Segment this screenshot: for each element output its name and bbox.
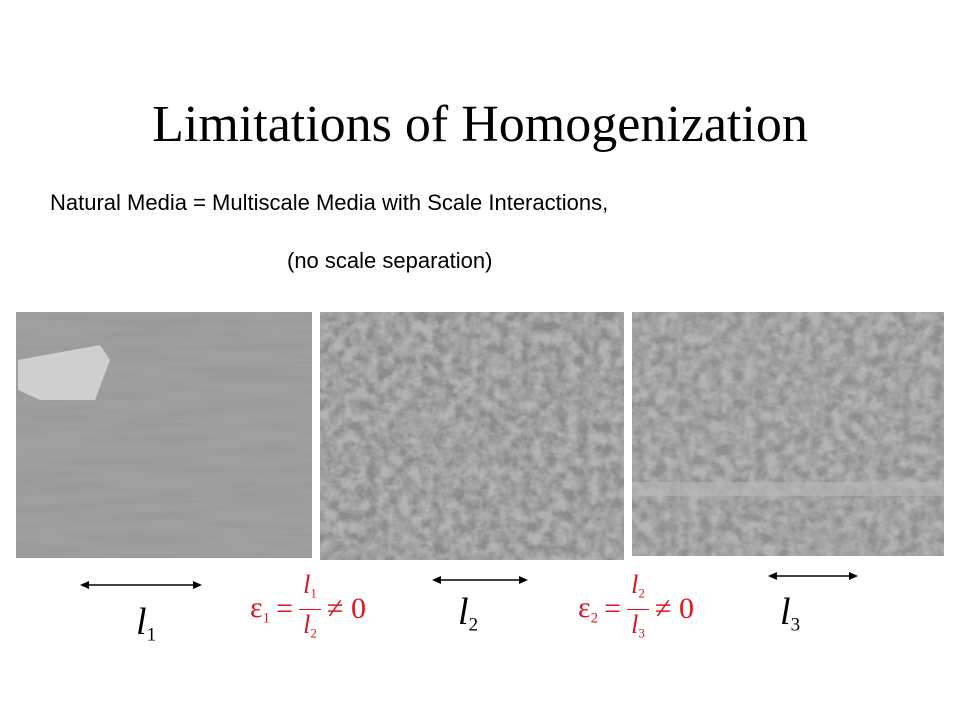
text: 1 xyxy=(310,585,317,601)
text: 3 xyxy=(790,614,801,636)
title: Limitations of Homogenization xyxy=(152,96,808,153)
text: 3 xyxy=(638,625,645,641)
text: ε xyxy=(250,590,263,624)
text: 2 xyxy=(638,585,645,601)
text: 2 xyxy=(310,625,317,641)
photos xyxy=(16,312,944,589)
ratio: ε1 = l1 l2 ≠ 0 xyxy=(250,572,366,646)
text: l xyxy=(631,609,639,639)
text: = xyxy=(604,592,622,626)
scale-label: l2 xyxy=(458,590,478,637)
text: 1 xyxy=(146,624,157,646)
arrows xyxy=(80,572,858,589)
ratio: ε2 = l2 l3 ≠ 0 xyxy=(578,572,694,646)
text: 2 xyxy=(590,610,599,627)
scale-label: l1 xyxy=(136,600,156,647)
hand xyxy=(18,345,110,400)
scale-label: l3 xyxy=(780,590,800,637)
text: l xyxy=(303,609,311,639)
text: l xyxy=(631,570,639,599)
photo xyxy=(16,312,312,558)
photo xyxy=(320,312,624,560)
photo xyxy=(632,312,944,556)
subtitle: (no scale separation) xyxy=(287,248,493,273)
text: = xyxy=(276,592,294,626)
layer xyxy=(632,482,944,496)
text: l xyxy=(303,570,311,599)
text: l xyxy=(458,591,469,633)
text: l xyxy=(136,601,147,643)
text: 2 xyxy=(468,614,479,636)
text: ≠ 0 xyxy=(327,592,366,626)
text: ε xyxy=(578,590,591,624)
subtitle: Natural Media = Multiscale Media with Sc… xyxy=(50,190,609,215)
text: 1 xyxy=(262,610,271,627)
text: l xyxy=(780,591,791,633)
text: ≠ 0 xyxy=(655,592,694,626)
